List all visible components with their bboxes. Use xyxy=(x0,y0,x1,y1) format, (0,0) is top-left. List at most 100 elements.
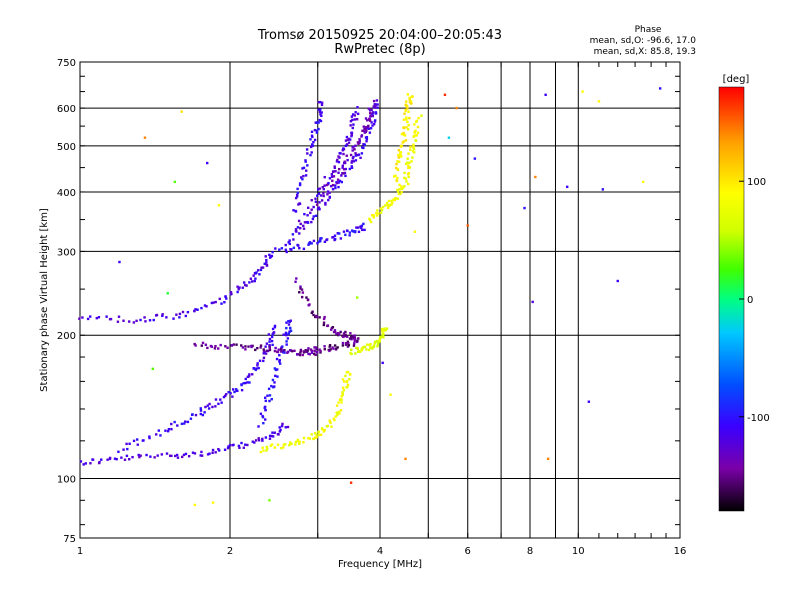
echo-point xyxy=(307,352,310,355)
echo-point xyxy=(276,368,279,371)
echo-point xyxy=(394,174,397,177)
echo-point xyxy=(410,102,413,105)
echo-point xyxy=(310,433,313,436)
echo-point xyxy=(404,177,408,180)
echo-point xyxy=(250,344,253,348)
echo-point xyxy=(349,373,352,376)
echo-point xyxy=(161,314,164,318)
echo-point xyxy=(309,348,313,351)
echo-point xyxy=(262,348,265,351)
echo-point xyxy=(271,378,275,382)
echo-point xyxy=(361,228,364,232)
echo-point xyxy=(265,349,269,352)
echo-point xyxy=(404,109,407,112)
echo-point xyxy=(368,117,371,121)
echo-point xyxy=(278,360,281,363)
echo-point xyxy=(278,248,281,251)
echo-point xyxy=(362,143,365,146)
echo-point xyxy=(306,214,309,217)
echo-point xyxy=(407,110,410,114)
echo-point xyxy=(335,332,338,335)
echo-point xyxy=(335,404,339,407)
echo-point xyxy=(166,429,170,433)
echo-point xyxy=(400,190,403,194)
echo-point xyxy=(405,180,408,183)
echo-point xyxy=(270,335,274,339)
echo-point xyxy=(161,313,164,316)
echo-point xyxy=(204,343,208,346)
echo-point xyxy=(266,447,269,450)
echo-point xyxy=(270,443,274,446)
echo-point xyxy=(356,153,359,157)
echo-point xyxy=(273,324,277,328)
echo-point xyxy=(251,373,254,376)
echo-point xyxy=(240,388,244,392)
echo-point xyxy=(294,196,298,200)
echo-point xyxy=(358,139,361,143)
echo-point xyxy=(285,340,288,343)
echo-point xyxy=(367,107,371,110)
echo-point xyxy=(408,166,412,169)
echo-point xyxy=(201,413,205,417)
echo-point xyxy=(368,109,372,112)
echo-point xyxy=(341,149,345,152)
echo-point xyxy=(255,367,258,370)
echo-point xyxy=(274,374,277,378)
echo-point xyxy=(284,331,288,335)
echo-point xyxy=(193,309,196,313)
echo-point xyxy=(333,234,337,237)
echo-point xyxy=(348,337,352,340)
echo-point xyxy=(373,103,376,106)
echo-point xyxy=(265,449,268,452)
x-tick-label: 16 xyxy=(674,546,687,557)
grid-lines xyxy=(80,62,680,538)
echo-point xyxy=(279,428,282,432)
echo-point xyxy=(262,449,265,452)
scattered-point xyxy=(404,457,407,461)
echo-point xyxy=(199,454,202,457)
echo-point xyxy=(353,114,356,117)
echo-point xyxy=(340,180,343,184)
echo-point xyxy=(294,280,297,283)
echo-point xyxy=(381,330,384,333)
echo-point xyxy=(355,346,358,350)
echo-point xyxy=(261,266,265,269)
echo-point xyxy=(364,117,368,120)
echo-point xyxy=(333,165,336,168)
echo-point xyxy=(286,350,290,353)
echo-point xyxy=(270,434,273,438)
echo-point xyxy=(227,390,230,394)
echo-point xyxy=(170,422,173,426)
echo-point xyxy=(322,187,325,191)
colorbar-tick-label: 0 xyxy=(747,295,753,306)
echo-point xyxy=(350,133,353,137)
echo-point xyxy=(305,296,308,299)
scattered-point xyxy=(217,204,221,207)
echo-point xyxy=(237,444,241,448)
echo-point xyxy=(256,362,259,365)
echo-point xyxy=(252,367,255,370)
echo-point xyxy=(296,187,299,191)
echo-point xyxy=(257,437,260,440)
echo-point xyxy=(189,417,193,420)
echo-point xyxy=(303,221,307,224)
echo-point xyxy=(230,344,234,347)
echo-point xyxy=(369,127,373,130)
echo-point xyxy=(264,399,267,403)
echo-point xyxy=(342,335,345,339)
echo-point xyxy=(319,119,323,123)
echo-point xyxy=(337,167,341,171)
echo-point xyxy=(165,452,169,455)
echo-point xyxy=(296,226,300,229)
echo-point xyxy=(300,288,304,291)
echo-point xyxy=(308,241,312,244)
echo-point xyxy=(292,246,296,250)
echo-point xyxy=(289,327,292,330)
echo-point xyxy=(178,316,181,319)
echo-point xyxy=(342,172,345,175)
echo-point xyxy=(186,310,190,314)
echo-point xyxy=(319,351,322,354)
echo-point xyxy=(206,404,209,407)
echo-point xyxy=(293,349,296,352)
y-axis-title: Stationary phase Virtual Height [km] xyxy=(39,208,50,392)
